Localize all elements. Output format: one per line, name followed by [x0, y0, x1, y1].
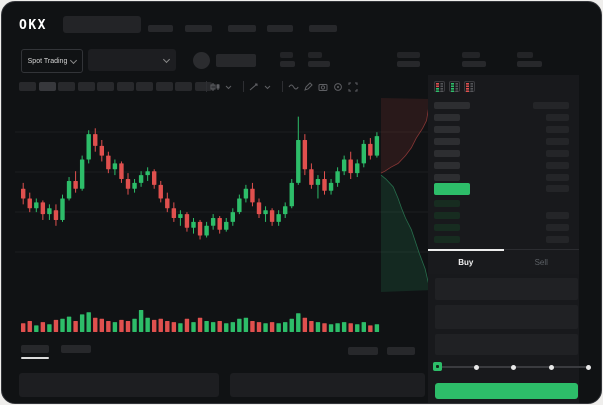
ask-price[interactable] [434, 126, 460, 133]
stat-label [462, 52, 480, 58]
timeframe-button[interactable] [136, 82, 153, 91]
nav-item[interactable] [267, 25, 293, 32]
amount-field[interactable] [435, 305, 578, 329]
bid-price[interactable] [434, 224, 460, 231]
last-price-amount [546, 185, 569, 192]
stat-value [280, 61, 295, 67]
amount-slider-handle[interactable] [433, 362, 442, 371]
ask-price[interactable] [434, 150, 460, 157]
stat-label [280, 52, 293, 58]
timeframe-button[interactable] [19, 82, 36, 91]
okx-logo: OKX [19, 18, 47, 33]
timeframe-button[interactable] [38, 82, 56, 91]
stat-value [397, 61, 420, 67]
slider-stop[interactable] [548, 365, 554, 370]
timeframe-button[interactable] [155, 82, 173, 91]
chart-bottom-control[interactable] [387, 347, 415, 355]
stat-value [462, 61, 486, 67]
chevron-down-icon [70, 56, 78, 64]
bid-price[interactable] [434, 200, 460, 207]
slider-stop[interactable] [474, 365, 480, 370]
tab-sell[interactable]: Sell [534, 257, 548, 267]
nav-item[interactable] [228, 25, 256, 32]
bid-amount [546, 236, 569, 243]
pair-selector[interactable] [88, 49, 176, 71]
trade-tabbar: Buy Sell [428, 249, 579, 274]
price-field[interactable] [435, 278, 578, 300]
ask-price[interactable] [434, 114, 460, 121]
volume-chart [21, 310, 380, 332]
timeframe-button[interactable] [116, 82, 134, 91]
ask-price[interactable] [434, 138, 460, 145]
ask-amount [546, 150, 569, 157]
ask-amount [546, 162, 569, 169]
orderbook-header-price [434, 102, 470, 109]
bid-amount [546, 212, 569, 219]
stat-value [308, 61, 330, 67]
search-input[interactable] [63, 16, 141, 33]
nav-item[interactable] [309, 25, 337, 32]
slider-stop[interactable] [585, 365, 591, 370]
timeframe-button[interactable] [58, 82, 75, 91]
market-type-selector[interactable]: Spot Trading [21, 49, 83, 73]
bottom-panel-left[interactable] [19, 373, 219, 397]
chart-bottom-tab[interactable] [61, 345, 91, 353]
last-price-badge[interactable] [434, 183, 470, 195]
pair-name-placeholder [216, 54, 256, 67]
bid-price[interactable] [434, 236, 460, 243]
buy-submit-button[interactable] [435, 383, 578, 399]
ask-amount [546, 114, 569, 121]
buy-tab-indicator [428, 249, 504, 251]
bid-price[interactable] [434, 212, 460, 219]
chart-bottom-control[interactable] [348, 347, 378, 355]
orderbook-trade-panel: Buy Sell [428, 75, 597, 403]
stat-label [517, 52, 533, 58]
stat-value [517, 61, 542, 67]
ask-price[interactable] [434, 174, 460, 181]
nav-item[interactable] [185, 25, 212, 32]
toolbar-divider [282, 81, 283, 92]
stat-label [308, 52, 322, 58]
ask-amount [546, 174, 569, 181]
market-type-label: Spot Trading [27, 57, 68, 65]
depth-asks-line [380, 98, 431, 174]
chart-bottom-tab-active[interactable] [21, 345, 49, 353]
bids-book-icon[interactable] [449, 81, 460, 92]
depth-asks-area [381, 98, 430, 174]
ask-amount [546, 126, 569, 133]
bid-amount [546, 224, 569, 231]
active-tab-indicator [21, 357, 49, 359]
coin-icon [193, 52, 210, 69]
tab-buy[interactable]: Buy [458, 257, 474, 267]
combined-book-icon[interactable] [434, 81, 445, 92]
total-field[interactable] [435, 334, 578, 355]
chevron-down-icon [162, 55, 171, 63]
depth-bids-area [381, 175, 430, 292]
bottom-panel-right[interactable] [230, 373, 425, 397]
ask-price[interactable] [434, 162, 460, 169]
timeframe-button[interactable] [77, 82, 95, 91]
asks-book-icon[interactable] [464, 81, 475, 92]
toolbar-divider [243, 81, 244, 92]
candlestick-chart[interactable] [15, 96, 433, 299]
timeframe-button[interactable] [175, 82, 192, 91]
depth-bids-line [380, 174, 431, 291]
nav-item[interactable] [148, 25, 173, 32]
stat-label [397, 52, 420, 58]
timeframe-button[interactable] [97, 82, 114, 91]
orderbook-header-amount [533, 102, 569, 109]
toolbar-divider [206, 81, 207, 92]
timeframe-button[interactable] [194, 82, 212, 91]
ask-amount [546, 138, 569, 145]
slider-stop[interactable] [511, 365, 517, 370]
